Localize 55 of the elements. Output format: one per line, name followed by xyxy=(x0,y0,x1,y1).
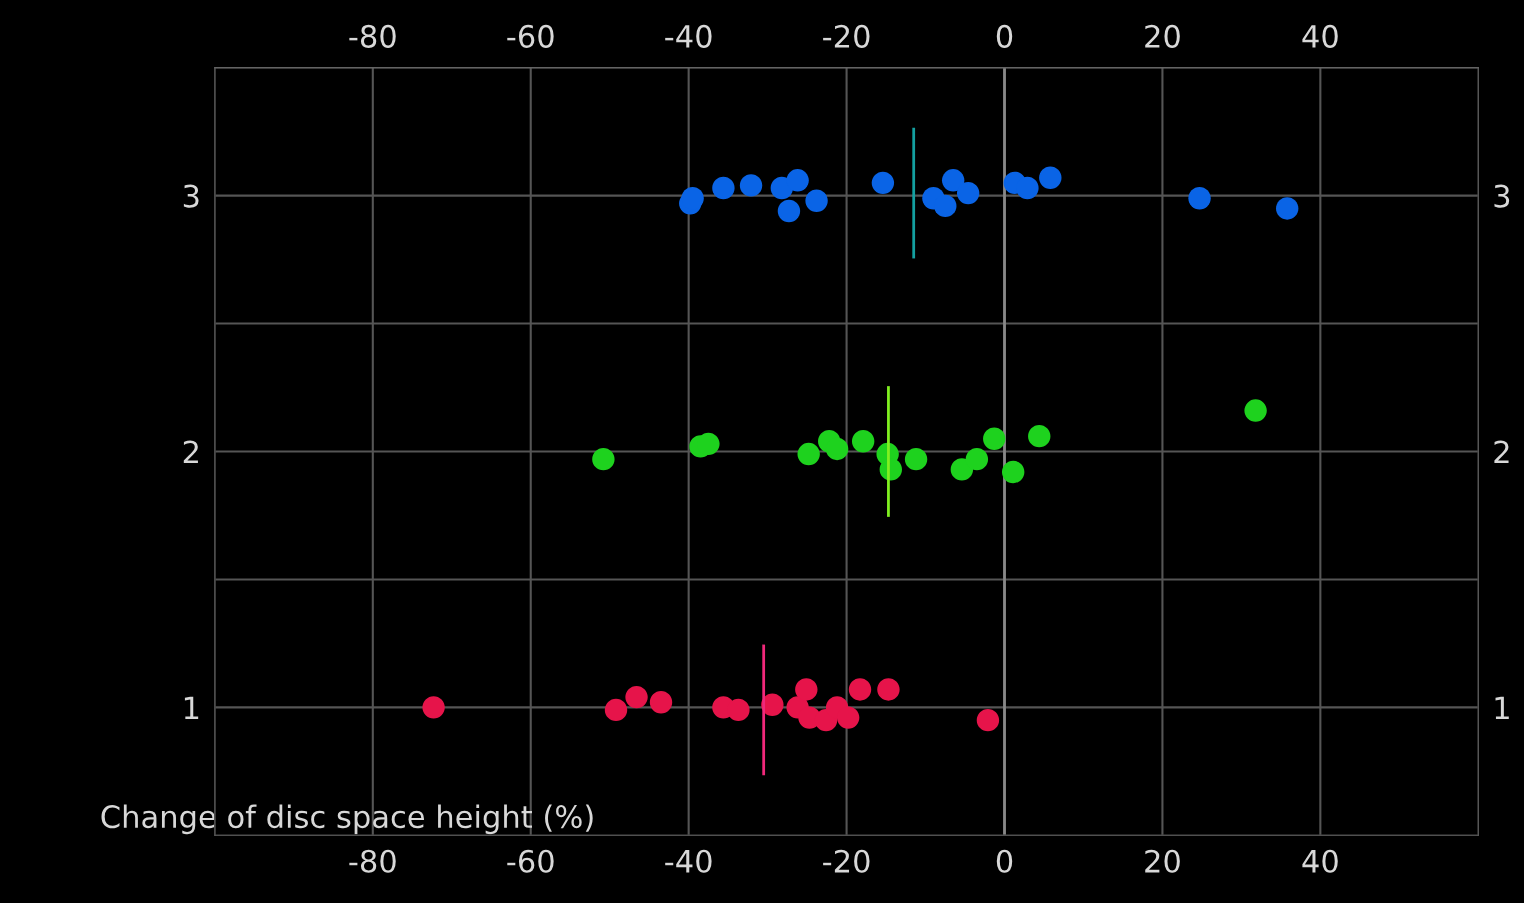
point xyxy=(604,698,628,722)
point xyxy=(681,187,704,210)
y2-tick-label: 1 xyxy=(1495,696,1509,719)
x-tick-label: -40 xyxy=(665,849,712,873)
x-tick-label: 20 xyxy=(1145,849,1180,873)
x-tick-label: 0 xyxy=(996,849,1013,873)
y2-tick-label: 3 xyxy=(1494,184,1510,208)
point xyxy=(1039,166,1062,189)
point xyxy=(1275,197,1299,220)
point xyxy=(965,447,989,471)
point xyxy=(848,678,872,701)
point xyxy=(983,427,1006,450)
point xyxy=(851,430,875,453)
y-tick-label: 3 xyxy=(183,184,199,208)
point xyxy=(934,194,957,218)
x2-tick-label: 40 xyxy=(1302,24,1338,48)
x2-tick-label: -20 xyxy=(823,24,870,48)
point xyxy=(904,447,928,471)
x2-tick-label: 20 xyxy=(1145,24,1180,48)
x-axis-title: Change of disc space height (%) xyxy=(101,804,593,835)
x2-tick-label: -60 xyxy=(507,24,554,48)
point xyxy=(805,189,828,212)
point xyxy=(777,199,801,223)
x2-tick-label: -40 xyxy=(665,24,712,48)
point xyxy=(1028,424,1051,448)
point xyxy=(1244,399,1267,422)
point xyxy=(1188,187,1211,210)
x-tick-label: 40 xyxy=(1302,849,1338,873)
point xyxy=(941,169,965,192)
x-tick-label: -60 xyxy=(507,849,554,873)
point xyxy=(797,442,820,466)
y-tick-label: 1 xyxy=(184,696,199,719)
x2-tick-label: 0 xyxy=(996,24,1013,48)
y-tick-label: 2 xyxy=(183,440,198,464)
point xyxy=(649,691,673,714)
point xyxy=(795,678,818,701)
x2-tick-label: -80 xyxy=(349,24,396,48)
point xyxy=(592,447,615,471)
point xyxy=(956,181,980,205)
point xyxy=(825,437,849,461)
point xyxy=(422,696,445,719)
point xyxy=(836,706,860,729)
point xyxy=(1001,460,1025,484)
point xyxy=(1016,176,1039,200)
x-tick-label: -20 xyxy=(823,849,870,873)
x-tick-label: -80 xyxy=(349,849,396,873)
point xyxy=(786,169,809,192)
point xyxy=(625,685,648,709)
point xyxy=(877,678,900,701)
point xyxy=(976,708,1000,732)
point xyxy=(871,171,895,195)
point xyxy=(727,698,750,722)
point xyxy=(712,176,735,200)
point xyxy=(739,174,763,197)
y2-tick-label: 2 xyxy=(1494,440,1509,464)
